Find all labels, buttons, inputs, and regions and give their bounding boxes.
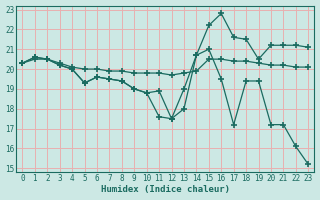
X-axis label: Humidex (Indice chaleur): Humidex (Indice chaleur) bbox=[101, 185, 230, 194]
